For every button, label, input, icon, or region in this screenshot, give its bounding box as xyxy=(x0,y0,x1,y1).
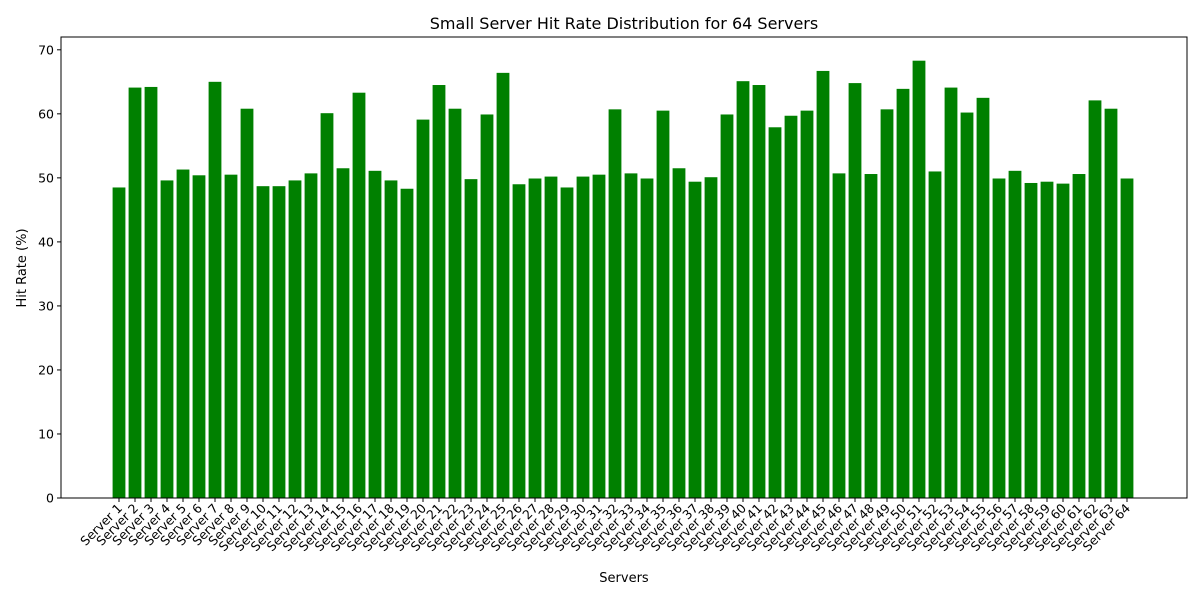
bar-19 xyxy=(400,188,414,498)
bar-49 xyxy=(880,109,894,498)
y-tick-label-50: 50 xyxy=(38,170,54,185)
bar-7 xyxy=(208,81,222,498)
y-tick-label-70: 70 xyxy=(38,42,54,57)
bar-50 xyxy=(896,88,910,499)
bar-3 xyxy=(144,86,158,498)
bar-16 xyxy=(352,92,366,498)
bar-56 xyxy=(992,178,1006,498)
bar-35 xyxy=(656,110,670,498)
bar-22 xyxy=(448,108,462,499)
y-tick-label-10: 10 xyxy=(38,426,54,441)
bar-60 xyxy=(1056,183,1070,498)
y-tick-label-60: 60 xyxy=(38,106,54,121)
y-axis-label: Hit Rate (%) xyxy=(15,228,30,307)
y-axis: 0 10 20 30 40 50 60 70 xyxy=(38,42,61,506)
bar-33 xyxy=(624,173,638,498)
bar-24 xyxy=(480,114,494,498)
bar-55 xyxy=(976,97,990,498)
x-axis-label: Servers xyxy=(599,571,649,586)
bar-45 xyxy=(816,70,830,499)
bar-42 xyxy=(768,127,782,498)
bar-52 xyxy=(928,171,942,498)
bar-23 xyxy=(464,179,478,498)
bar-41 xyxy=(752,85,766,499)
bar-9 xyxy=(240,108,254,499)
bar-40 xyxy=(736,81,750,499)
bar-1 xyxy=(112,187,126,498)
bar-51 xyxy=(912,60,926,498)
bar-15 xyxy=(336,168,350,498)
bar-53 xyxy=(944,87,958,498)
bar-2 xyxy=(128,87,142,498)
bar-4 xyxy=(160,180,174,499)
bar-38 xyxy=(704,177,718,498)
bar-47 xyxy=(848,83,862,498)
bar-13 xyxy=(304,173,318,498)
bar-34 xyxy=(640,178,654,498)
bar-64 xyxy=(1120,178,1134,498)
bar-14 xyxy=(320,113,334,498)
bar-62 xyxy=(1088,100,1102,498)
bar-30 xyxy=(576,176,590,498)
bar-46 xyxy=(832,173,846,498)
bar-10 xyxy=(256,186,270,498)
bar-61 xyxy=(1072,174,1086,498)
bar-57 xyxy=(1008,170,1022,498)
y-tick-label-40: 40 xyxy=(38,234,54,249)
bar-39 xyxy=(720,114,734,498)
bar-58 xyxy=(1024,182,1038,499)
bar-29 xyxy=(560,187,574,498)
chart-title: Small Server Hit Rate Distribution for 6… xyxy=(430,14,818,33)
bar-63 xyxy=(1104,108,1118,499)
bar-43 xyxy=(784,115,798,498)
bar-21 xyxy=(432,85,446,499)
bar-44 xyxy=(800,110,814,498)
bar-25 xyxy=(496,72,510,499)
bar-5 xyxy=(176,169,190,499)
bar-37 xyxy=(688,181,702,498)
bar-28 xyxy=(544,176,558,498)
plot-frame xyxy=(60,36,1188,499)
bar-6 xyxy=(192,175,206,499)
bar-20 xyxy=(416,119,430,498)
bar-26 xyxy=(512,184,526,498)
bar-31 xyxy=(592,174,606,498)
y-tick-label-20: 20 xyxy=(38,362,54,377)
bar-27 xyxy=(528,178,542,498)
bar-18 xyxy=(384,180,398,499)
bar-48 xyxy=(864,174,878,498)
y-tick-label-30: 30 xyxy=(38,298,54,313)
bar-59 xyxy=(1040,181,1054,498)
bar-36 xyxy=(672,168,686,498)
bar-17 xyxy=(368,170,382,498)
bar-8 xyxy=(224,174,238,498)
y-tick-label-0: 0 xyxy=(46,491,54,506)
bars-group xyxy=(112,60,1134,499)
bar-12 xyxy=(288,180,302,499)
bar-54 xyxy=(960,112,974,499)
bar-32 xyxy=(608,109,622,498)
bar-11 xyxy=(272,186,286,498)
